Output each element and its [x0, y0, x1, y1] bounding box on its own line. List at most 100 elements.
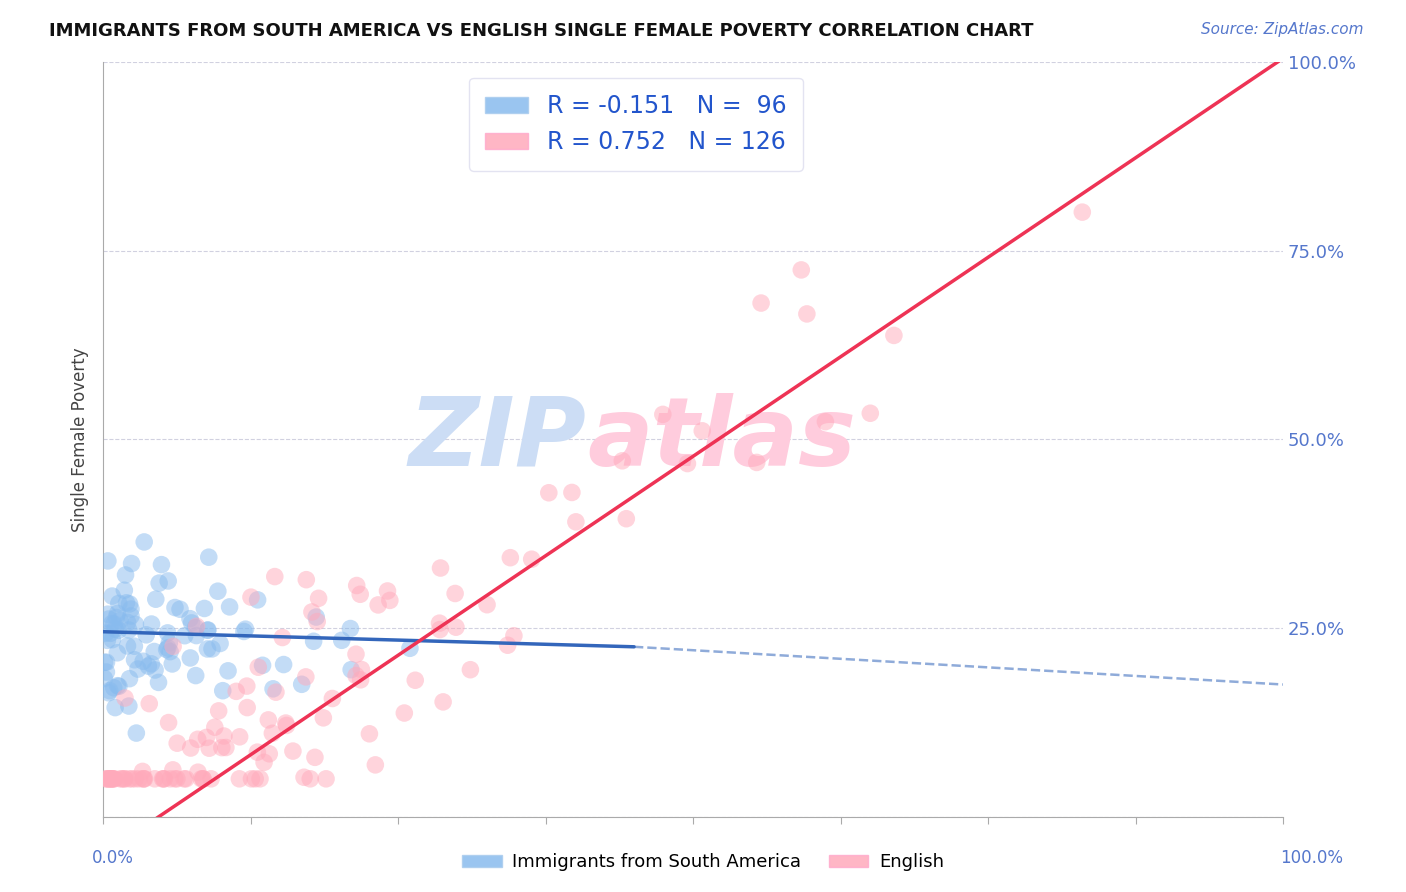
Point: [197, 550, 219, 565]
Point: [883, 328, 905, 343]
Point: [377, 584, 399, 599]
Point: [124, 653, 146, 667]
Point: [690, 424, 713, 438]
Point: [321, 691, 343, 706]
Point: [148, 675, 170, 690]
Point: [271, 631, 294, 645]
Point: [132, 772, 155, 786]
Point: [108, 679, 131, 693]
Point: [103, 681, 125, 695]
Point: [159, 645, 181, 659]
Point: [197, 623, 219, 637]
Point: [96, 655, 118, 669]
Y-axis label: Single Female Poverty: Single Female Poverty: [72, 347, 89, 532]
Point: [236, 700, 259, 714]
Point: [114, 691, 136, 706]
Point: [166, 772, 188, 786]
Point: [394, 706, 416, 720]
Point: [111, 772, 134, 786]
Point: [173, 629, 195, 643]
Point: [399, 641, 422, 656]
Point: [157, 715, 180, 730]
Point: [173, 772, 195, 786]
Point: [141, 617, 163, 632]
Point: [264, 685, 287, 699]
Point: [499, 550, 522, 565]
Point: [191, 772, 214, 786]
Point: [749, 296, 772, 310]
Point: [274, 716, 297, 731]
Point: [307, 615, 329, 629]
Point: [273, 657, 295, 672]
Point: [302, 634, 325, 648]
Point: [247, 660, 270, 674]
Point: [228, 730, 250, 744]
Point: [217, 664, 239, 678]
Point: [211, 740, 233, 755]
Text: 100.0%: 100.0%: [1279, 849, 1343, 867]
Point: [163, 600, 186, 615]
Point: [100, 772, 122, 786]
Point: [745, 455, 768, 469]
Point: [276, 718, 298, 732]
Point: [134, 772, 156, 786]
Point: [138, 697, 160, 711]
Point: [301, 605, 323, 619]
Point: [132, 772, 155, 786]
Point: [107, 624, 129, 638]
Point: [115, 596, 138, 610]
Point: [145, 592, 167, 607]
Point: [262, 726, 284, 740]
Point: [193, 601, 215, 615]
Point: [859, 406, 882, 420]
Point: [235, 622, 257, 636]
Point: [93, 656, 115, 670]
Point: [212, 729, 235, 743]
Point: [101, 616, 124, 631]
Point: [429, 616, 451, 631]
Point: [132, 654, 155, 668]
Point: [143, 772, 166, 786]
Point: [125, 726, 148, 740]
Point: [105, 646, 128, 660]
Point: [108, 596, 131, 610]
Text: IMMIGRANTS FROM SOUTH AMERICA VS ENGLISH SINGLE FEMALE POVERTY CORRELATION CHART: IMMIGRANTS FROM SOUTH AMERICA VS ENGLISH…: [49, 22, 1033, 40]
Point: [128, 772, 150, 786]
Point: [156, 626, 179, 640]
Text: 0.0%: 0.0%: [91, 849, 134, 867]
Point: [121, 557, 143, 571]
Point: [215, 740, 238, 755]
Point: [101, 772, 124, 786]
Point: [350, 663, 373, 677]
Point: [131, 764, 153, 779]
Point: [240, 772, 263, 786]
Point: [378, 593, 401, 607]
Point: [305, 610, 328, 624]
Point: [339, 622, 361, 636]
Point: [118, 772, 141, 786]
Point: [612, 454, 634, 468]
Point: [292, 770, 315, 784]
Point: [208, 704, 231, 718]
Point: [432, 695, 454, 709]
Point: [299, 772, 322, 786]
Point: [404, 673, 426, 688]
Point: [187, 732, 209, 747]
Point: [330, 633, 353, 648]
Point: [94, 626, 117, 640]
Point: [565, 515, 588, 529]
Point: [249, 772, 271, 786]
Point: [197, 624, 219, 638]
Point: [429, 623, 451, 637]
Point: [110, 772, 132, 786]
Point: [100, 626, 122, 640]
Point: [97, 772, 120, 786]
Point: [153, 772, 176, 786]
Point: [263, 569, 285, 583]
Point: [157, 574, 180, 588]
Point: [96, 665, 118, 679]
Point: [93, 672, 115, 686]
Point: [118, 623, 141, 637]
Point: [184, 668, 207, 682]
Point: [184, 621, 207, 635]
